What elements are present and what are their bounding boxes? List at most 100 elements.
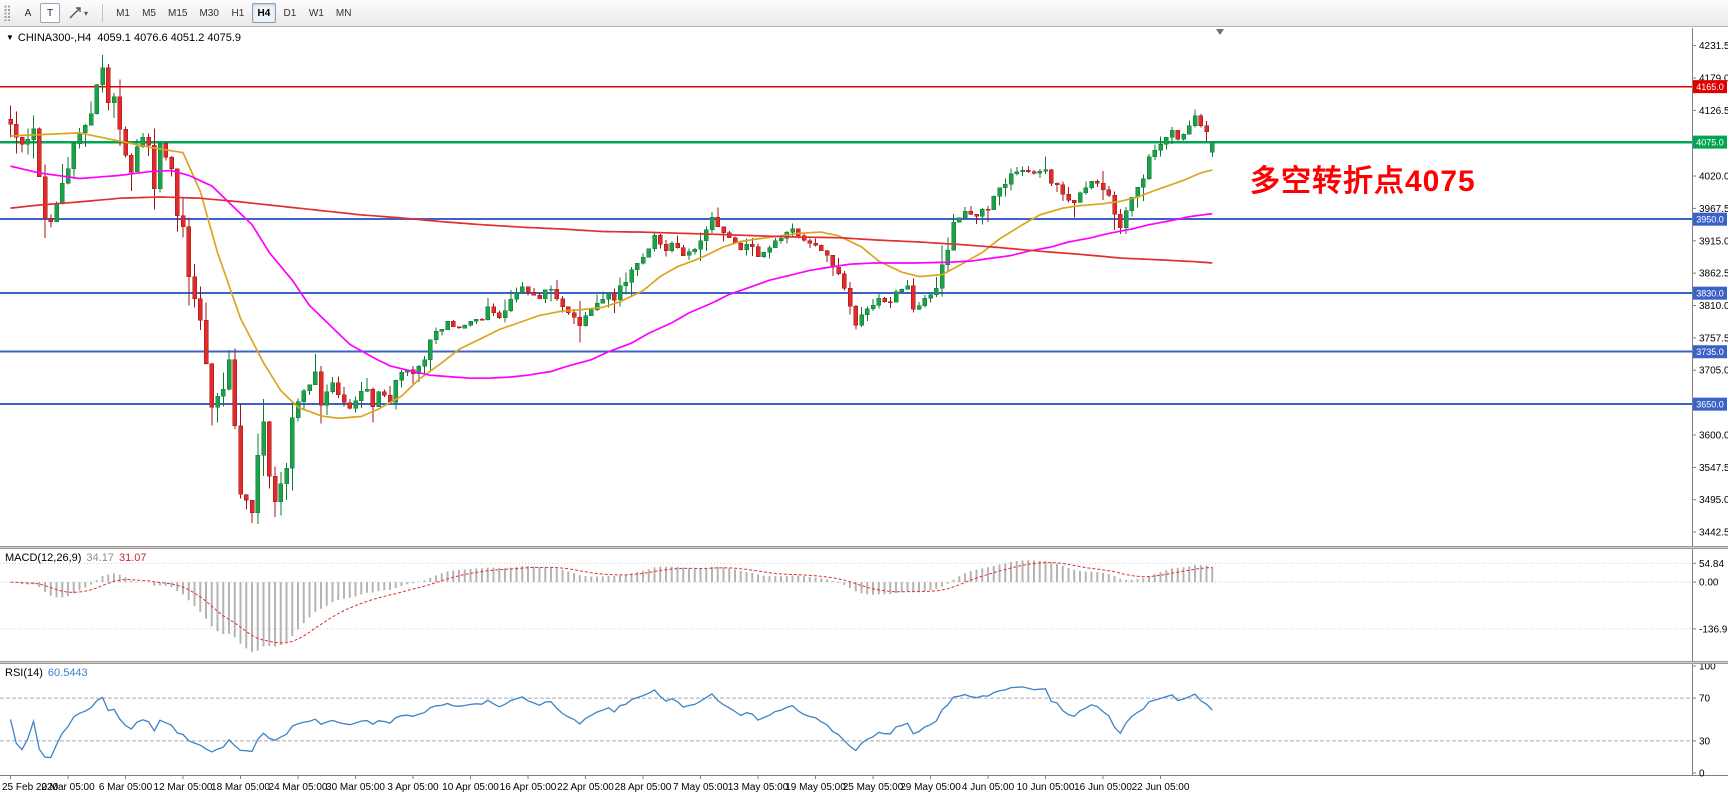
candle-body	[445, 321, 450, 330]
timeframe-button-m30[interactable]: M30	[194, 3, 223, 23]
price-level-badge	[1693, 286, 1727, 300]
candle-body	[169, 156, 174, 169]
horizontal-levels-layer	[0, 85, 1692, 406]
timeframe-button-w1[interactable]: W1	[304, 3, 329, 23]
timeframe-button-mn[interactable]: MN	[331, 3, 357, 23]
candle-body	[111, 96, 117, 103]
candle-body	[962, 210, 968, 218]
candle-body	[589, 309, 594, 316]
candle-body	[704, 229, 709, 241]
candle-body	[600, 298, 606, 304]
timeframe-button-h4[interactable]: H4	[251, 3, 276, 23]
candle-body	[497, 312, 502, 319]
candle-body	[1003, 184, 1008, 188]
candle-body	[922, 298, 928, 306]
rsi-tick-label: 30	[1699, 736, 1711, 747]
rsi-line	[9, 686, 1213, 759]
chart-title: ▼ CHINA300-,H4 4059.1 4076.6 4051.2 4075.9	[6, 32, 241, 44]
macd-tick-label: 0.00	[1699, 578, 1719, 589]
timeframe-button-m15[interactable]: M15	[163, 3, 192, 23]
candle-body	[451, 321, 456, 328]
candle-body	[1198, 115, 1204, 127]
price-level-badge	[1693, 212, 1727, 226]
panel-separator[interactable]	[0, 661, 1728, 664]
rsi-layer	[0, 686, 1692, 759]
candle-body	[571, 312, 577, 318]
time-axis-label: 3 Apr 05:00	[387, 782, 439, 793]
candle-body	[698, 240, 703, 250]
panel-separator[interactable]	[0, 546, 1728, 549]
macd-name: MACD(12,26,9)	[5, 552, 82, 564]
candle-body	[462, 324, 468, 329]
candle-body	[813, 243, 818, 246]
candle-body	[106, 67, 111, 103]
candle-body	[1031, 171, 1037, 174]
candle-body	[1037, 171, 1043, 174]
candle-body	[301, 390, 307, 402]
candles-layer	[8, 55, 1215, 524]
candle-body	[203, 320, 209, 365]
candle-body	[1089, 180, 1094, 188]
rsi-tick-label: 70	[1699, 694, 1711, 705]
candle-body	[865, 308, 870, 316]
candle-body	[318, 371, 324, 406]
price-level-badge-label: 4165.0	[1696, 82, 1724, 92]
candle-body	[422, 359, 427, 367]
candle-body	[744, 243, 749, 251]
candle-body	[1146, 156, 1152, 180]
objects-dropdown-button[interactable]: ▾	[62, 3, 94, 23]
text-tool-button[interactable]: T	[40, 3, 60, 23]
candle-body	[157, 143, 163, 189]
candle-body	[209, 363, 215, 408]
candle-body	[1095, 180, 1100, 184]
timeframe-button-m1[interactable]: M1	[111, 3, 135, 23]
toolbar-grip-handle[interactable]	[4, 5, 11, 21]
candle-body	[715, 216, 721, 227]
candle-body	[554, 289, 560, 300]
timeframe-button-m5[interactable]: M5	[137, 3, 161, 23]
axes-layer: 4231.5 4179.0 4126.5 4020.0 3967.5 3915.0 3862…	[0, 28, 1728, 793]
ma-mid-magenta[interactable]	[10, 165, 1213, 380]
candle-body	[428, 339, 433, 360]
candle-body	[1008, 173, 1014, 185]
candle-body	[945, 250, 951, 265]
price-tick-label: 3600.0	[1699, 430, 1728, 441]
candle-body	[796, 228, 801, 236]
candle-body	[261, 421, 266, 456]
ma-fast-gold[interactable]	[10, 132, 1213, 420]
candle-body	[341, 394, 347, 403]
price-tick-label: 3757.5	[1699, 333, 1728, 344]
price-tick-label: 3705.0	[1699, 366, 1728, 377]
ma-slow-red[interactable]	[10, 196, 1213, 264]
candle-body	[376, 391, 381, 407]
candle-body	[175, 168, 180, 216]
candle-body	[773, 240, 778, 248]
collapse-triangle-icon[interactable]: ▼	[6, 33, 14, 42]
macd-tick-label: -136.93	[1699, 624, 1728, 635]
timeframe-button-d1[interactable]: D1	[278, 3, 302, 23]
time-axis-label: 22 Jun 05:00	[1132, 782, 1190, 793]
price-level-badge	[1693, 397, 1727, 411]
time-axis-label: 2 Mar 05:00	[41, 782, 95, 793]
candle-body	[663, 243, 669, 251]
candle-body	[433, 331, 439, 340]
candle-body	[905, 285, 910, 290]
candle-body	[324, 391, 330, 406]
candle-body	[968, 210, 974, 215]
candle-body	[911, 285, 916, 310]
candle-body	[60, 182, 65, 204]
candle-body	[514, 292, 519, 300]
candle-body	[1141, 178, 1146, 188]
chart-shift-marker-icon[interactable]	[1216, 29, 1224, 35]
candle-body	[692, 248, 698, 252]
price-level-badge	[1693, 135, 1727, 149]
text-label-tool-button[interactable]: A	[18, 3, 38, 23]
candle-body	[330, 382, 335, 393]
candle-body	[629, 269, 634, 283]
candle-body	[934, 287, 939, 295]
chart-canvas[interactable]: 4231.5 4179.0 4126.5 4020.0 3967.5 3915.0 3862…	[0, 27, 1728, 796]
timeframe-button-h1[interactable]: H1	[226, 3, 250, 23]
time-axis-label: 24 Mar 05:00	[269, 782, 328, 793]
candle-body	[847, 287, 853, 307]
candle-body	[249, 499, 255, 513]
